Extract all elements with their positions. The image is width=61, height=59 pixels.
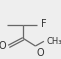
Text: F: F — [41, 19, 46, 29]
Text: O: O — [0, 41, 6, 51]
Text: O: O — [37, 48, 44, 58]
Text: CH₃: CH₃ — [46, 37, 61, 46]
